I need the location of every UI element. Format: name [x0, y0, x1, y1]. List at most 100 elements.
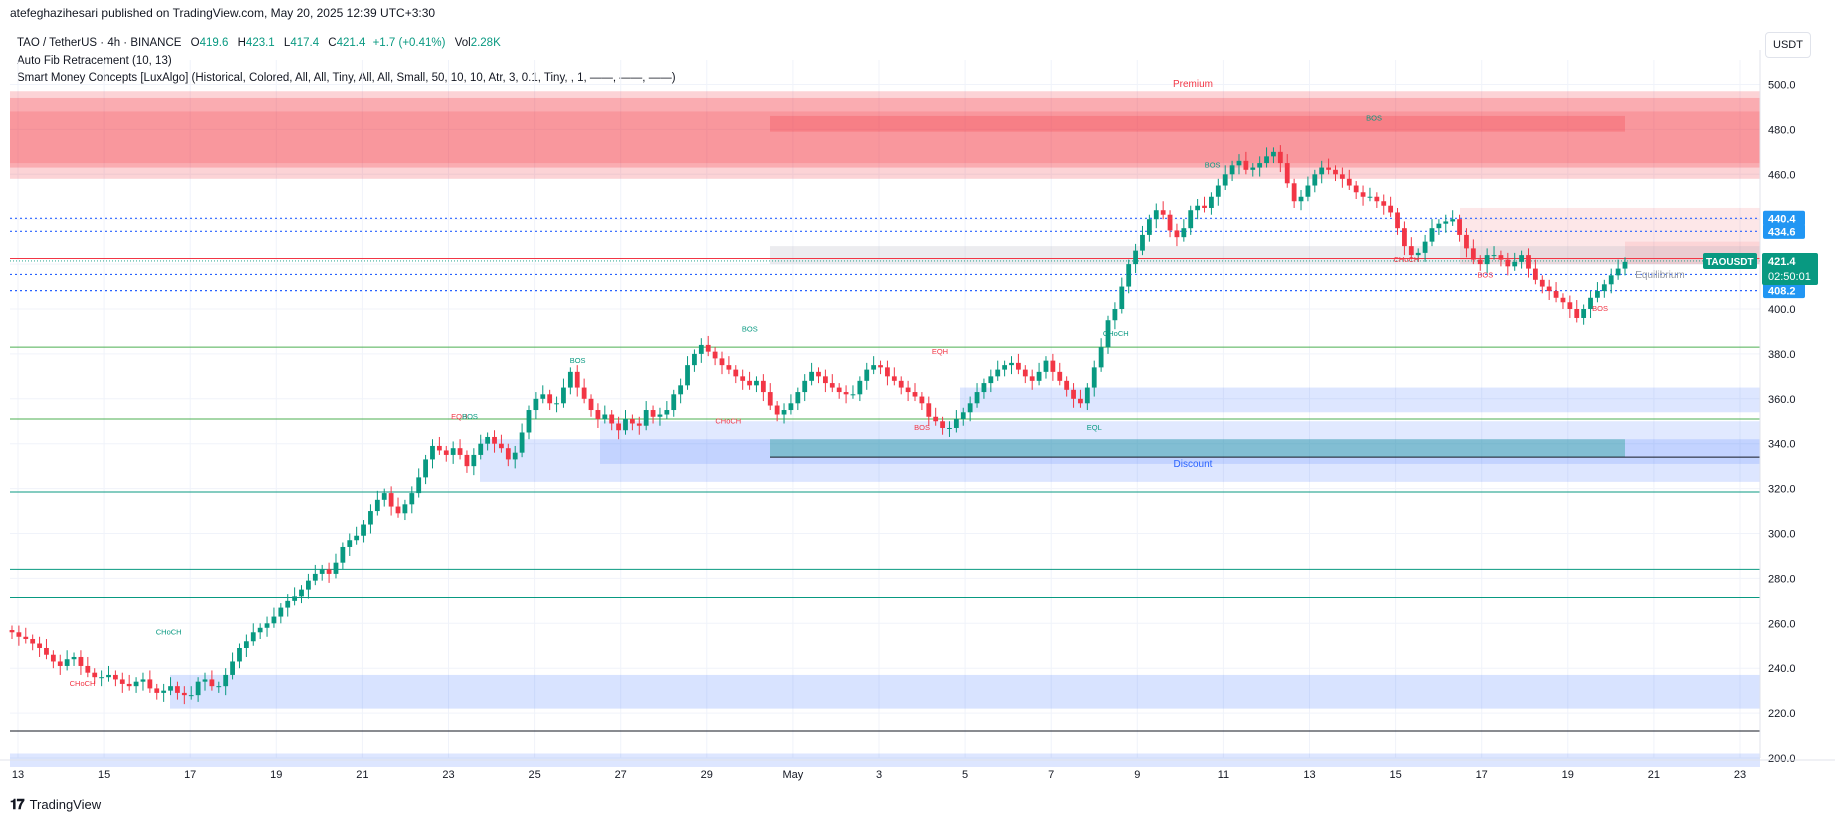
candle-body	[1257, 163, 1263, 168]
candle-body	[292, 596, 298, 601]
candle	[960, 407, 966, 426]
candle	[188, 686, 194, 700]
candle-body	[243, 641, 249, 648]
candle	[857, 376, 863, 402]
indicator-smc[interactable]: Smart Money Concepts [LuxAlgo] (Historic…	[17, 72, 676, 84]
candle-body	[1209, 196, 1214, 208]
candle	[1271, 147, 1276, 164]
candle	[1071, 383, 1076, 408]
candle-body	[1305, 185, 1311, 197]
candle-body	[1374, 196, 1380, 202]
candle-body	[416, 477, 422, 494]
candle	[1326, 158, 1331, 175]
candle	[540, 385, 546, 404]
equilibrium-label: Equilibrium	[1635, 270, 1684, 281]
candle	[1215, 178, 1221, 206]
candle	[1388, 196, 1394, 217]
candle-body	[1367, 196, 1373, 198]
candle	[430, 439, 435, 469]
candle-body	[340, 546, 346, 563]
candle	[347, 533, 353, 556]
candle	[23, 627, 29, 644]
candle-body	[829, 383, 835, 388]
x-tick-label: 5	[962, 769, 968, 781]
candle-body	[9, 630, 15, 633]
candle	[864, 362, 870, 390]
candle	[933, 407, 939, 426]
candle-body	[1574, 309, 1580, 318]
candle	[464, 450, 470, 473]
structure-label: EQL	[1087, 423, 1102, 432]
indicator-fib[interactable]: Auto Fib Retracement (10, 13)	[17, 54, 172, 67]
candle	[1615, 259, 1621, 280]
candle	[1050, 353, 1056, 381]
candle	[588, 394, 594, 417]
candle	[1339, 167, 1345, 188]
candle-body	[1601, 284, 1607, 292]
candle-body	[71, 656, 77, 660]
candle	[1098, 338, 1104, 372]
candle-body	[926, 403, 932, 417]
candle-body	[1057, 371, 1063, 381]
candle	[795, 387, 801, 411]
candle-body	[395, 506, 401, 514]
candle	[1236, 154, 1242, 175]
premium-band	[10, 111, 1760, 164]
x-tick-label: 3	[876, 769, 882, 781]
candle	[292, 587, 298, 606]
candle	[1064, 376, 1070, 397]
candle	[643, 401, 649, 431]
symbol-info[interactable]: TAO / TetherUS · 4h · BINANCE	[17, 37, 182, 49]
candle-body	[1484, 255, 1490, 265]
candle	[602, 405, 608, 424]
symbol-ohlc-row[interactable]: TAO / TetherUS · 4h · BINANCE O419.6 H42…	[17, 35, 676, 53]
candle	[230, 652, 235, 680]
candle-body	[643, 410, 649, 426]
candle	[747, 371, 752, 390]
candle-body	[1022, 369, 1028, 377]
x-tick-label: 15	[1389, 769, 1401, 781]
currency-button[interactable]: USDT	[1765, 32, 1811, 58]
tradingview-footer[interactable]: 𝟏𝟕 TradingView	[10, 796, 101, 813]
chart-legend: TAO / TetherUS · 4h · BINANCE O419.6 H42…	[17, 35, 676, 88]
candle-body	[1319, 167, 1325, 175]
candle	[92, 668, 98, 684]
candle	[1470, 239, 1476, 265]
candle-body	[864, 369, 870, 381]
candle	[154, 683, 160, 700]
candle	[788, 394, 794, 415]
candle-body	[1043, 360, 1049, 372]
symbol-tag-bg	[1703, 252, 1757, 269]
open-value: 419.6	[199, 37, 229, 49]
candle-body	[1443, 221, 1449, 224]
x-tick-label: 23	[442, 769, 454, 781]
discount-label: Discount	[1174, 459, 1213, 470]
fib-tag-text: 440.4	[1768, 213, 1796, 225]
candle-body	[974, 392, 980, 404]
candle	[381, 488, 387, 507]
symbol-tag-text: TAOUSDT	[1706, 257, 1754, 268]
candle	[1553, 282, 1559, 303]
candle-body	[237, 647, 242, 662]
candle-body	[388, 493, 394, 507]
candle	[1133, 243, 1138, 274]
structure-label: CHoCH	[1103, 329, 1129, 338]
candle	[1464, 228, 1469, 258]
candle-body	[1408, 246, 1414, 256]
candle-body	[1470, 248, 1476, 260]
candle	[78, 650, 84, 675]
candle-body	[64, 659, 70, 666]
candle-body	[430, 445, 435, 460]
candle	[9, 625, 15, 640]
candle	[1002, 360, 1008, 377]
candle	[1167, 210, 1173, 238]
candle-body	[188, 695, 194, 697]
candle-body	[450, 448, 456, 455]
candle-body	[533, 398, 539, 411]
candle	[85, 656, 91, 678]
candle	[988, 369, 994, 393]
candle	[1016, 353, 1021, 375]
candle-body	[161, 690, 167, 693]
